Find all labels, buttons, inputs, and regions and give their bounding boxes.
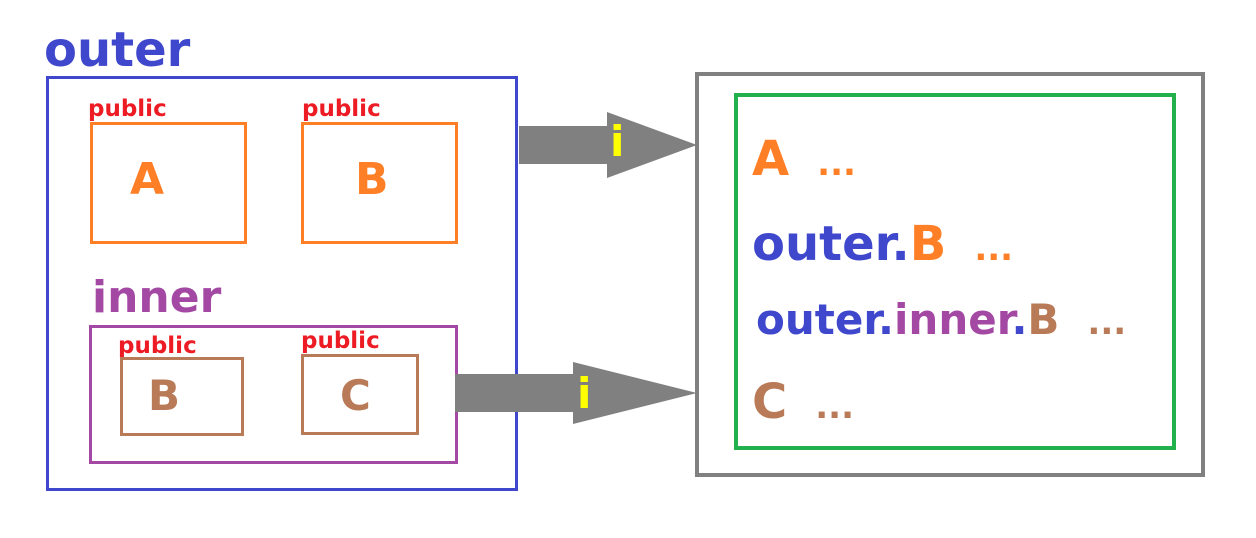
result-dot: . [878, 295, 895, 344]
result-line-1: A... [752, 135, 856, 183]
result-ellipsis: ... [974, 229, 1014, 269]
class-a-label: A [130, 154, 165, 205]
result-panel-frame [695, 72, 1205, 477]
arrow-label-bottom: i [577, 369, 592, 418]
import-arrow-bottom [455, 362, 697, 424]
inner-class-b-box [120, 357, 244, 436]
inner-class-c-label: C [340, 371, 371, 420]
result-panel-inner [734, 93, 1176, 450]
result-token: B [909, 216, 947, 272]
result-line-2: outer.B... [752, 220, 1013, 268]
public-label-a: public [88, 96, 167, 122]
result-line-4: C... [752, 378, 854, 426]
result-dot: . [891, 216, 910, 272]
result-token: B [1027, 295, 1060, 344]
result-token: inner [894, 295, 1012, 344]
public-label-inner-b: public [118, 333, 197, 359]
inner-class-c-box [301, 354, 419, 435]
result-ellipsis: ... [815, 387, 854, 427]
public-label-inner-c: public [301, 328, 380, 354]
class-a-box [90, 122, 247, 244]
outer-namespace-title: outer [44, 22, 191, 78]
inner-namespace-title: inner [92, 272, 222, 323]
class-b-label: B [355, 154, 389, 205]
result-token: C [752, 374, 788, 430]
class-b-box [301, 122, 458, 244]
outer-namespace-box [46, 76, 518, 491]
result-token: outer [756, 295, 879, 344]
result-ellipsis: ... [817, 144, 856, 184]
arrow-label-top: i [610, 117, 625, 166]
result-token: outer [752, 216, 892, 272]
public-label-b: public [302, 96, 381, 122]
inner-class-b-label: B [148, 371, 181, 420]
result-dot: . [1011, 295, 1028, 344]
import-arrow-top [519, 112, 697, 178]
result-ellipsis: ... [1087, 303, 1127, 343]
result-token: A [752, 131, 790, 187]
result-line-3: outer.inner.B... [756, 299, 1126, 341]
